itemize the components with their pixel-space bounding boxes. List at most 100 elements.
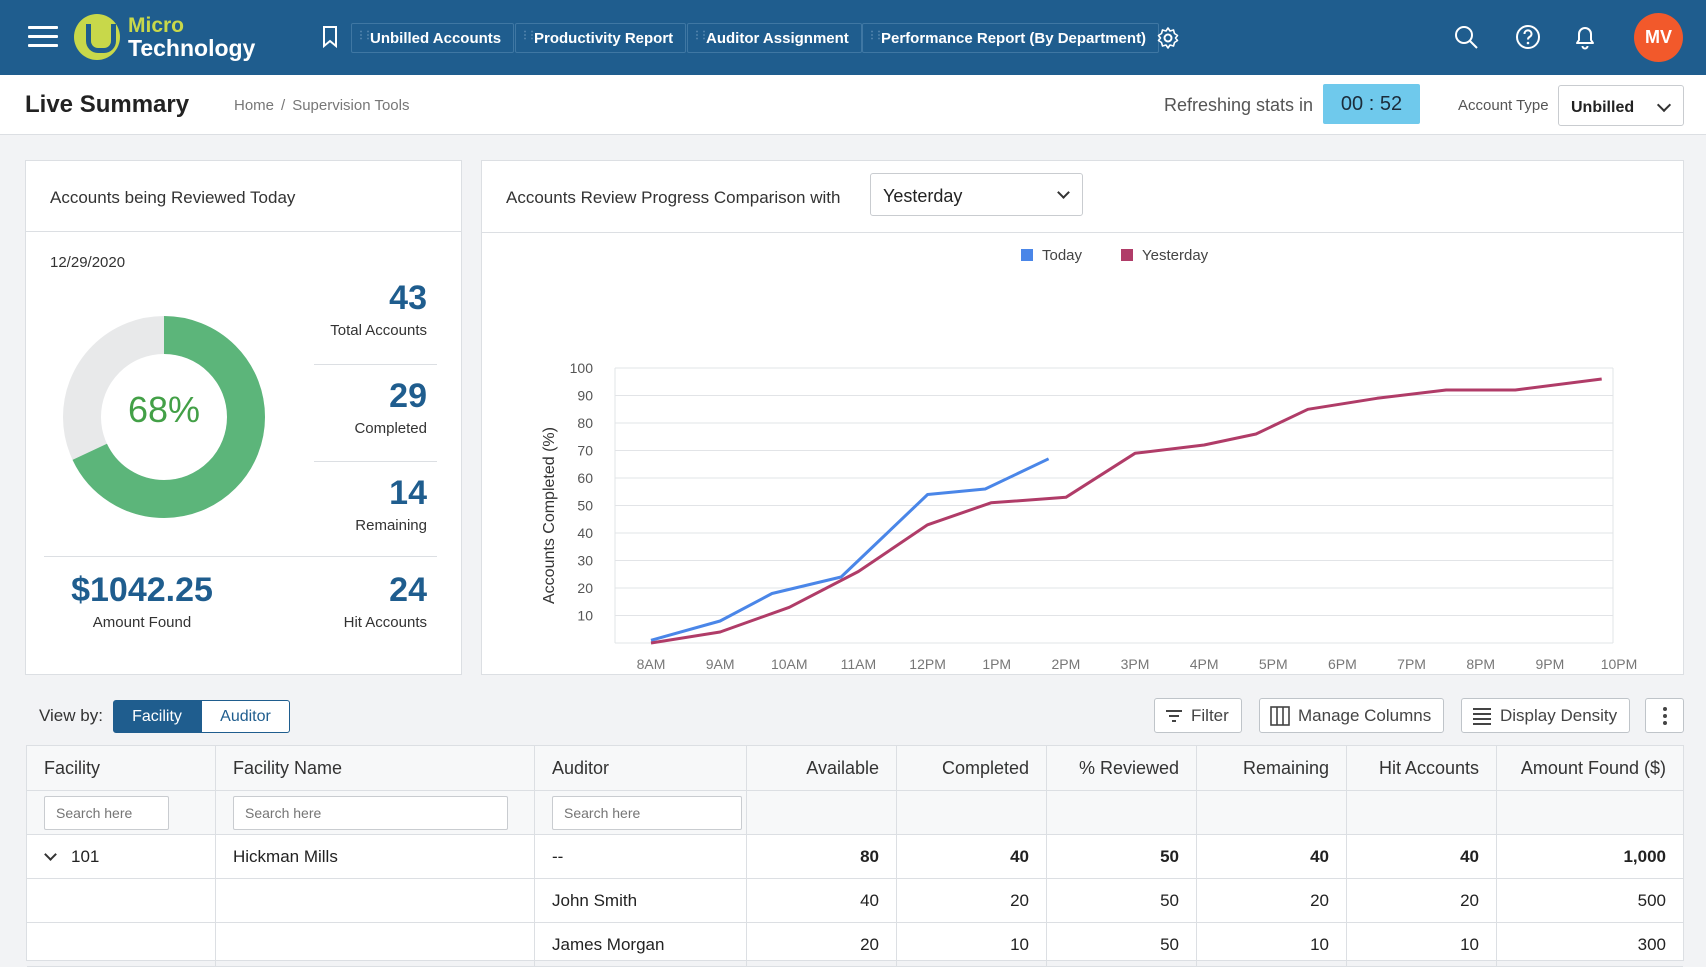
- cell-value: James Morgan: [552, 934, 665, 954]
- cell-facility-name: [216, 923, 535, 966]
- col-header-hit-accounts[interactable]: Hit Accounts: [1347, 746, 1497, 790]
- breadcrumb-home[interactable]: Home: [234, 97, 275, 114]
- stat-completed: 29 Completed: [354, 377, 427, 437]
- cell-hit-accounts: 10: [1347, 923, 1497, 966]
- col-header-percent-reviewed[interactable]: % Reviewed: [1047, 746, 1197, 790]
- cell-value: John Smith: [552, 890, 638, 910]
- stat-completed-label: Completed: [354, 420, 427, 437]
- expand-chevron-icon[interactable]: [44, 847, 57, 861]
- stat-remaining: 14 Remaining: [355, 474, 427, 534]
- col-header-completed[interactable]: Completed: [897, 746, 1047, 790]
- nav-performance-report[interactable]: Performance Report (By Department): [862, 23, 1160, 53]
- stat-amount-found: $1042.25 Amount Found: [46, 571, 238, 631]
- stat-remaining-value: 14: [389, 474, 427, 512]
- cell-value: 20: [1010, 890, 1029, 910]
- donut-completed-arc: [63, 316, 265, 518]
- top-bar: Micro Technology Unbilled Accounts Produ…: [0, 0, 1706, 75]
- cell-completed: 40: [897, 835, 1047, 878]
- divider: [314, 364, 437, 365]
- series-line-yesterday: [650, 377, 1602, 645]
- stat-hit-value: 24: [389, 571, 427, 609]
- x-tick-label: 9AM: [706, 656, 735, 672]
- y-tick-label: 40: [577, 525, 593, 541]
- x-tick-label: 10AM: [771, 656, 808, 672]
- account-type-value: Unbilled: [1571, 99, 1635, 116]
- cell-value: 10: [1310, 934, 1329, 954]
- table-header-row: Facility Facility Name Auditor Available…: [27, 746, 1683, 791]
- breadcrumb-separator: /: [281, 97, 286, 114]
- cell-value: 50: [1160, 934, 1179, 954]
- cell-percent-reviewed: 50: [1047, 923, 1197, 966]
- cell-value: 101: [71, 846, 100, 866]
- x-tick-label: 8PM: [1466, 656, 1495, 672]
- cell-value: 50: [1160, 846, 1179, 866]
- summary-card: Accounts being Reviewed Today 12/29/2020…: [25, 160, 462, 675]
- cell-value: 10: [1460, 934, 1479, 954]
- cell-percent-reviewed: 50: [1047, 879, 1197, 922]
- x-tick-label: 4PM: [1190, 656, 1219, 672]
- cell-auditor: --: [535, 835, 747, 878]
- col-header-amount-found[interactable]: Amount Found ($): [1497, 746, 1683, 790]
- filter-label: Filter: [1191, 705, 1229, 725]
- x-tick-label: 5PM: [1259, 656, 1288, 672]
- cell-amount-found: 300: [1497, 923, 1683, 966]
- view-by-facility-button[interactable]: Facility: [113, 700, 201, 733]
- search-icon[interactable]: [1452, 23, 1480, 51]
- stat-hit-accounts: 24 Hit Accounts: [344, 571, 427, 631]
- notification-bell-icon[interactable]: [1571, 23, 1599, 51]
- facility-search-input[interactable]: [44, 795, 169, 830]
- col-header-remaining[interactable]: Remaining: [1197, 746, 1347, 790]
- bookmark-icon[interactable]: [322, 26, 338, 48]
- hamburger-menu-icon[interactable]: [28, 26, 58, 48]
- user-avatar[interactable]: MV: [1634, 13, 1683, 62]
- nav-productivity-report[interactable]: Productivity Report: [515, 23, 687, 53]
- manage-columns-button[interactable]: Manage Columns: [1259, 698, 1445, 733]
- cell-value: 50: [1160, 890, 1179, 910]
- col-header-facility[interactable]: Facility: [27, 746, 216, 790]
- compare-with-select[interactable]: Yesterday: [870, 173, 1083, 216]
- more-options-button[interactable]: [1645, 698, 1684, 733]
- breadcrumb-supervision-tools[interactable]: Supervision Tools: [292, 97, 410, 114]
- table-row[interactable]: 101 Hickman Mills -- 80 40 50 40 40 1,000: [27, 835, 1683, 879]
- comparison-title: Accounts Review Progress Comparison with: [506, 188, 841, 207]
- table-row[interactable]: John Smith 40 20 50 20 20 500: [27, 879, 1683, 923]
- summary-title: Accounts being Reviewed Today: [50, 188, 296, 207]
- comparison-card: Accounts Review Progress Comparison with…: [481, 160, 1684, 675]
- facility-name-search-input[interactable]: [233, 795, 508, 830]
- cell-available: 20: [747, 923, 897, 966]
- breadcrumb: Home / Supervision Tools: [234, 97, 409, 114]
- logo[interactable]: Micro Technology: [74, 14, 255, 60]
- manage-columns-label: Manage Columns: [1298, 705, 1432, 725]
- x-tick-label: 6PM: [1328, 656, 1357, 672]
- cell-value: 40: [860, 890, 879, 910]
- display-density-button[interactable]: Display Density: [1461, 698, 1631, 733]
- table-row[interactable]: James Morgan 20 10 50 10 10 300: [27, 923, 1683, 967]
- chevron-down-icon: [1057, 186, 1070, 199]
- x-tick-label: 11AM: [841, 656, 877, 672]
- auditor-search-input[interactable]: [552, 795, 742, 830]
- cell-value: 40: [1310, 846, 1329, 866]
- x-tick-label: 7PM: [1397, 656, 1426, 672]
- cell-value: 1,000: [1623, 846, 1666, 866]
- col-header-available[interactable]: Available: [747, 746, 897, 790]
- col-header-auditor[interactable]: Auditor: [535, 746, 747, 790]
- sub-header: Live Summary Home / Supervision Tools Refr…: [0, 75, 1706, 135]
- account-type-select[interactable]: Unbilled: [1558, 85, 1684, 126]
- account-type-label: Account Type: [1458, 97, 1549, 114]
- help-icon[interactable]: [1514, 23, 1542, 51]
- x-tick-label: 10PM: [1601, 656, 1638, 672]
- view-by-auditor-button[interactable]: Auditor: [201, 700, 290, 733]
- col-header-facility-name[interactable]: Facility Name: [216, 746, 535, 790]
- nav-auditor-assignment[interactable]: Auditor Assignment: [687, 23, 862, 53]
- gear-icon[interactable]: [1156, 26, 1180, 50]
- nav-unbilled-accounts[interactable]: Unbilled Accounts: [351, 23, 515, 53]
- completion-donut-chart: [63, 316, 265, 518]
- refresh-timer: 00 : 52: [1323, 84, 1420, 124]
- filter-button[interactable]: Filter: [1154, 698, 1242, 733]
- cell-facility-name: [216, 879, 535, 922]
- divider: [482, 232, 1683, 233]
- view-by-label: View by:: [39, 706, 103, 725]
- y-tick-label: 20: [577, 580, 593, 596]
- y-tick-label: 50: [577, 498, 593, 514]
- cell-remaining: 10: [1197, 923, 1347, 966]
